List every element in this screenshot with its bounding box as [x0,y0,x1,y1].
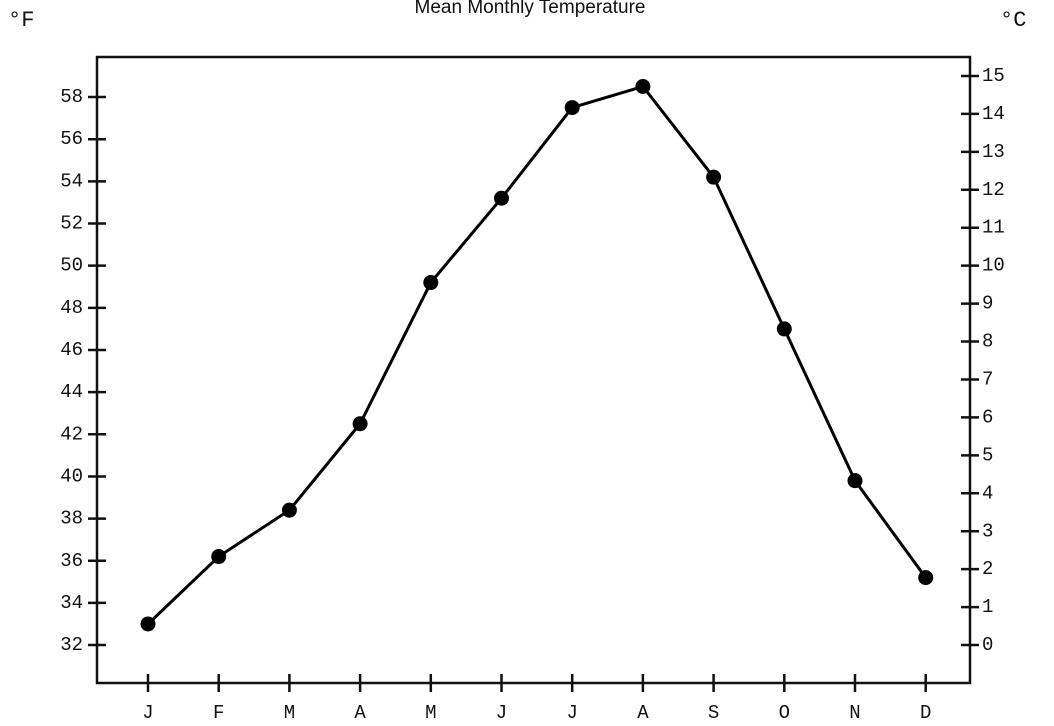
point [918,570,934,586]
point [281,502,297,518]
y-tick-label: 36 [60,550,83,572]
y-tick-label: 56 [60,128,83,150]
y-tick-label: 46 [60,339,83,361]
y-tick-label: 54 [60,170,83,192]
x-tick-label: J [142,702,153,724]
x-tick-label: J [566,702,577,724]
x-tick-label: F [213,702,224,724]
point [706,169,722,185]
y2-tick-label: 2 [982,558,993,580]
y2-tick-label: 10 [982,255,1005,277]
point [847,473,863,489]
y2-tick-label: 11 [982,217,1005,239]
y2-tick-label: 7 [982,369,993,391]
y2-axis-label: °C [1000,8,1026,33]
y2-tick-label: 4 [982,482,993,504]
y-tick-label: 44 [60,381,83,403]
chart-title: Mean Monthly Temperature [415,0,646,18]
x-tick-label: N [849,702,860,724]
y2-tick-label: 12 [982,179,1005,201]
plot-frame [95,55,972,685]
x-tick-label: S [708,702,719,724]
point [776,321,792,337]
y-tick-label: 32 [60,634,83,656]
point [635,79,651,95]
point [494,190,509,206]
y2-tick-label: 3 [982,520,993,542]
point [352,416,368,432]
y-tick-label: 48 [60,297,83,319]
y-tick-label: 42 [60,423,83,445]
y2-tick-label: 1 [982,596,993,618]
y2-tick-label: 14 [982,103,1005,125]
point [423,275,439,291]
y-tick-label: 52 [60,213,83,235]
y2-tick-label: 6 [982,406,993,428]
y-tick-label: 40 [60,465,83,487]
line [146,84,927,626]
x-tick-label: M [284,702,295,724]
point [140,616,156,632]
point [564,100,580,116]
y-tick-label: 38 [60,508,83,530]
y-axis-label: °F [8,8,34,33]
y2-tick-label: 5 [982,444,993,466]
y-tick-label: 58 [60,86,83,108]
x-tick-label: J [496,702,507,724]
x-tick-label: A [354,702,366,724]
y2-tick-label: 0 [982,634,993,656]
x-tick-label: M [425,702,436,724]
y2-tick-label: 13 [982,141,1005,163]
x-tick-label: O [779,702,790,724]
y-tick-label: 50 [60,255,83,277]
point [211,549,227,565]
y2-tick-label: 8 [982,331,993,353]
y-tick-label: 34 [60,592,83,614]
y2-tick-label: 15 [982,65,1005,87]
x-tick-label: A [637,702,649,724]
y2-tick-label: 9 [982,293,993,315]
x-tick-label: D [920,702,931,724]
